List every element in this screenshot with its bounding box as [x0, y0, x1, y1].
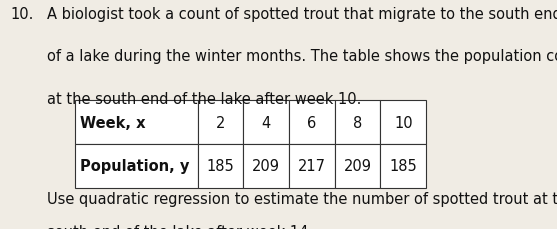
- Bar: [380, 144, 426, 188]
- Bar: [335, 144, 380, 188]
- Bar: [289, 101, 335, 144]
- Text: Population, y: Population, y: [80, 158, 189, 174]
- Text: of a lake during the winter months. The table shows the population count: of a lake during the winter months. The …: [47, 49, 557, 64]
- Text: 2: 2: [216, 115, 225, 130]
- Bar: [289, 144, 335, 188]
- Text: Use quadratic regression to estimate the number of spotted trout at the: Use quadratic regression to estimate the…: [47, 191, 557, 206]
- Bar: [380, 101, 426, 144]
- Bar: [198, 101, 243, 144]
- Text: south end of the lake after week 14.: south end of the lake after week 14.: [47, 224, 314, 229]
- Text: 10.: 10.: [10, 7, 33, 22]
- Text: 185: 185: [207, 158, 234, 174]
- Text: A biologist took a count of spotted trout that migrate to the south end: A biologist took a count of spotted trou…: [47, 7, 557, 22]
- Text: 4: 4: [262, 115, 271, 130]
- Text: 185: 185: [389, 158, 417, 174]
- Text: 209: 209: [252, 158, 280, 174]
- Bar: [243, 144, 289, 188]
- Text: at the south end of the lake after week 10.: at the south end of the lake after week …: [47, 92, 361, 106]
- Bar: [75, 144, 198, 188]
- Text: 8: 8: [353, 115, 362, 130]
- Text: 209: 209: [344, 158, 372, 174]
- Bar: [198, 144, 243, 188]
- Bar: [243, 101, 289, 144]
- Bar: [335, 101, 380, 144]
- Text: 217: 217: [298, 158, 326, 174]
- Text: 10: 10: [394, 115, 413, 130]
- Text: 6: 6: [307, 115, 316, 130]
- Bar: [75, 101, 198, 144]
- Text: Week, x: Week, x: [80, 115, 145, 130]
